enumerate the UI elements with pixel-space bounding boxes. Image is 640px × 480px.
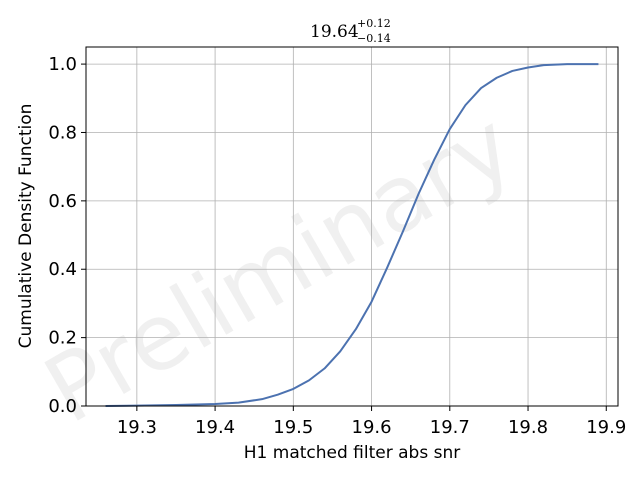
x-axis: 19.3 19.4 19.5 19.6 19.7 19.8 19.9 xyxy=(117,406,626,438)
y-tick-label: 0.0 xyxy=(48,396,77,417)
watermark-text: Preliminary xyxy=(28,92,531,444)
y-tick-label: 1.0 xyxy=(48,54,77,75)
x-tick-label: 19.6 xyxy=(352,417,392,438)
x-tick-label: 19.7 xyxy=(430,417,470,438)
x-tick-label: 19.5 xyxy=(273,417,313,438)
x-axis-label: H1 matched filter abs snr xyxy=(244,443,460,463)
chart-title: 19.64 +0.12 −0.14 xyxy=(310,17,391,45)
cdf-series-line xyxy=(105,63,599,407)
x-tick-label: 19.9 xyxy=(586,417,626,438)
y-tick-label: 0.2 xyxy=(48,328,77,349)
x-tick-label: 19.8 xyxy=(508,417,548,438)
y-axis-label: Cumulative Density Function xyxy=(16,104,36,349)
chart-title-lower: −0.14 xyxy=(357,32,391,45)
plot-area xyxy=(105,63,599,407)
chart-title-value: 19.64 xyxy=(310,22,359,42)
y-axis: 0.0 0.2 0.4 0.6 0.8 1.0 xyxy=(48,54,86,417)
x-tick-label: 19.4 xyxy=(195,417,235,438)
plot-frame xyxy=(85,46,619,407)
x-tick-label: 19.3 xyxy=(117,417,157,438)
grid-lines xyxy=(86,47,618,407)
y-tick-label: 0.6 xyxy=(48,191,77,212)
y-tick-label: 0.8 xyxy=(48,122,77,143)
chart-title-upper: +0.12 xyxy=(357,17,391,30)
y-tick-label: 0.4 xyxy=(48,259,77,280)
